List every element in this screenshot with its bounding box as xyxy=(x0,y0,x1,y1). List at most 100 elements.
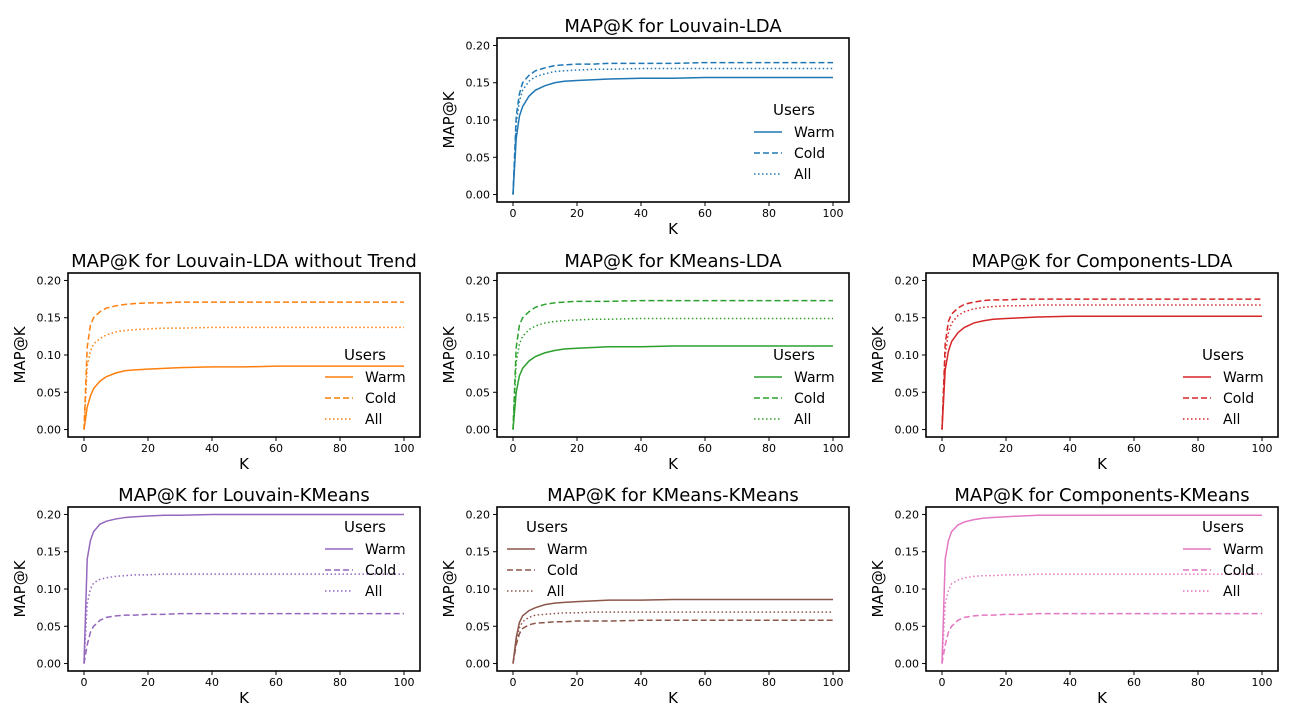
x-tick-label: 40 xyxy=(634,207,648,220)
y-tick-label: 0.10 xyxy=(466,349,491,362)
legend-label-warm: Warm xyxy=(1223,370,1264,386)
x-tick-label: 0 xyxy=(510,676,517,689)
legend: Users Warm Cold All xyxy=(1183,346,1264,428)
y-tick-label: 0.00 xyxy=(895,424,920,437)
x-tick-label: 60 xyxy=(269,676,283,689)
y-axis-label: MAP@K xyxy=(869,559,887,617)
series-line-all xyxy=(512,317,833,430)
x-tick-label: 0 xyxy=(510,442,517,455)
series-line-warm xyxy=(941,514,1262,664)
x-tick-label: 20 xyxy=(141,442,155,455)
y-tick-label: 0.00 xyxy=(37,658,62,671)
series-line-warm xyxy=(941,315,1262,430)
x-tick-label: 60 xyxy=(698,676,712,689)
legend-label-warm: Warm xyxy=(794,370,835,386)
series-line-cold xyxy=(83,612,404,664)
legend-label-cold: Cold xyxy=(794,146,825,162)
x-tick-label: 40 xyxy=(205,676,219,689)
series-line-all xyxy=(941,573,1262,664)
y-tick-label: 0.05 xyxy=(895,620,920,633)
y-tick-label: 0.15 xyxy=(466,312,491,325)
x-tick-label: 80 xyxy=(762,442,776,455)
x-axis-label: K xyxy=(239,689,250,707)
chart-panel-3: MAP@K for KMeans-LDA 0 20 40 60 80 100 0.00 0.05… xyxy=(440,251,850,473)
series-line-warm xyxy=(83,513,404,664)
y-tick-label: 0.10 xyxy=(466,114,491,127)
chart-title: MAP@K for Louvain-KMeans xyxy=(118,485,370,506)
y-tick-label: 0.00 xyxy=(466,424,491,437)
legend-label-cold: Cold xyxy=(547,563,578,579)
y-tick-label: 0.20 xyxy=(37,274,62,287)
x-tick-label: 80 xyxy=(1191,676,1205,689)
y-tick-label: 0.05 xyxy=(895,386,920,399)
series-line-all xyxy=(941,304,1262,430)
y-tick-label: 0.15 xyxy=(466,77,491,90)
y-tick-label: 0.15 xyxy=(37,312,62,325)
y-tick-label: 0.10 xyxy=(895,349,920,362)
x-tick-label: 0 xyxy=(81,442,88,455)
legend-title: Users xyxy=(773,101,815,119)
legend-label-cold: Cold xyxy=(365,563,396,579)
legend-label-cold: Cold xyxy=(1223,563,1254,579)
y-tick-label: 0.05 xyxy=(466,386,491,399)
x-tick-label: 80 xyxy=(762,676,776,689)
chart-title: MAP@K for Components-KMeans xyxy=(954,485,1249,506)
x-tick-label: 40 xyxy=(1063,676,1077,689)
chart-title: MAP@K for Louvain-LDA without Trend xyxy=(71,251,417,272)
chart-title: MAP@K for Components-LDA xyxy=(972,251,1234,272)
x-axis-label: K xyxy=(239,455,250,473)
x-tick-label: 20 xyxy=(141,676,155,689)
x-tick-label: 60 xyxy=(698,207,712,220)
x-axis-label: K xyxy=(668,455,679,473)
x-tick-label: 0 xyxy=(510,207,517,220)
legend-label-all: All xyxy=(547,584,564,600)
y-tick-label: 0.15 xyxy=(466,546,491,559)
x-axis-label: K xyxy=(668,689,679,707)
legend-label-warm: Warm xyxy=(794,125,835,141)
x-tick-label: 0 xyxy=(939,442,946,455)
legend: Users Warm Cold All xyxy=(1183,518,1264,600)
y-tick-label: 0.00 xyxy=(466,658,491,671)
legend-label-cold: Cold xyxy=(365,391,396,407)
y-tick-label: 0.00 xyxy=(895,658,920,671)
y-tick-label: 0.00 xyxy=(466,189,491,202)
x-tick-label: 0 xyxy=(81,676,88,689)
legend-label-all: All xyxy=(794,412,811,428)
x-tick-label: 20 xyxy=(999,676,1013,689)
y-tick-label: 0.00 xyxy=(37,424,62,437)
x-tick-label: 80 xyxy=(333,442,347,455)
y-tick-label: 0.05 xyxy=(466,620,491,633)
legend-label-cold: Cold xyxy=(1223,391,1254,407)
legend-label-cold: Cold xyxy=(794,391,825,407)
y-tick-label: 0.05 xyxy=(466,151,491,164)
y-tick-label: 0.05 xyxy=(37,620,62,633)
x-axis-label: K xyxy=(1097,689,1108,707)
y-tick-label: 0.15 xyxy=(895,546,920,559)
y-tick-label: 0.10 xyxy=(37,583,62,596)
y-tick-label: 0.10 xyxy=(466,583,491,596)
series-line-cold xyxy=(512,619,833,664)
y-tick-label: 0.20 xyxy=(37,508,62,521)
x-tick-label: 20 xyxy=(570,676,584,689)
chart-panel-5: MAP@K for Louvain-KMeans 0 20 40 60 80 100 0.00… xyxy=(11,485,421,707)
legend: Users Warm Cold All xyxy=(325,518,406,600)
legend-label-all: All xyxy=(1223,584,1240,600)
chart-panel-6: MAP@K for KMeans-KMeans 0 20 40 60 80 100 0.00 0… xyxy=(440,485,850,707)
x-tick-label: 100 xyxy=(823,676,844,689)
legend: Users Warm Cold All xyxy=(754,101,835,183)
y-axis-label: MAP@K xyxy=(440,325,458,383)
series-line-warm xyxy=(83,365,404,430)
legend-label-all: All xyxy=(1223,412,1240,428)
x-tick-label: 40 xyxy=(634,442,648,455)
y-tick-label: 0.20 xyxy=(895,508,920,521)
series-line-cold xyxy=(512,61,833,195)
y-tick-label: 0.20 xyxy=(466,39,491,52)
y-tick-label: 0.15 xyxy=(37,546,62,559)
legend: Users Warm Cold All xyxy=(754,346,835,428)
y-tick-label: 0.10 xyxy=(37,349,62,362)
y-tick-label: 0.10 xyxy=(895,583,920,596)
x-tick-label: 60 xyxy=(1127,442,1141,455)
x-tick-label: 100 xyxy=(1252,676,1273,689)
x-tick-label: 60 xyxy=(269,442,283,455)
legend-title: Users xyxy=(344,346,386,364)
